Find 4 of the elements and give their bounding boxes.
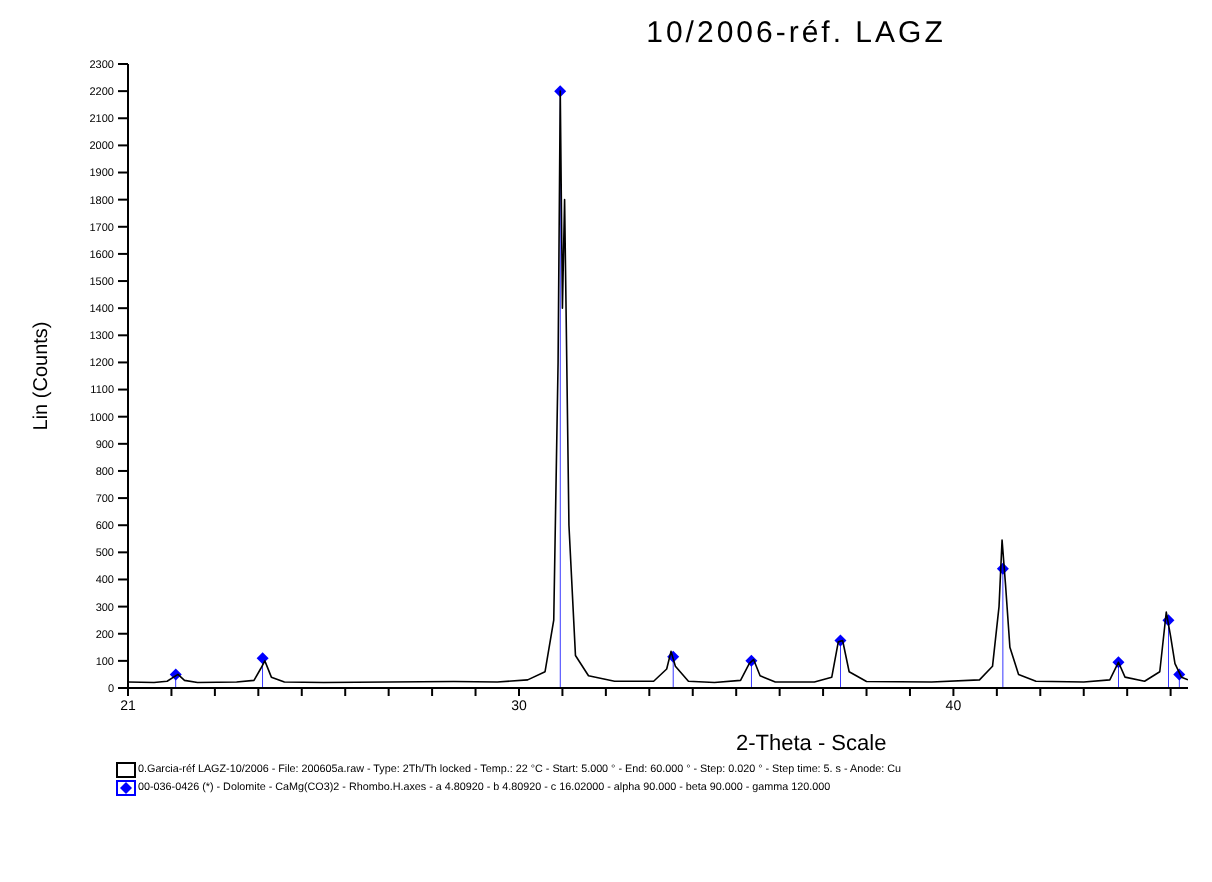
y-axis-title: Lin (Counts) — [31, 321, 54, 431]
point — [256, 652, 269, 665]
chart-title: 10/2006-réf. LAGZ — [644, 16, 948, 52]
x-axis-title: 2-Theta - Scale — [734, 732, 889, 760]
